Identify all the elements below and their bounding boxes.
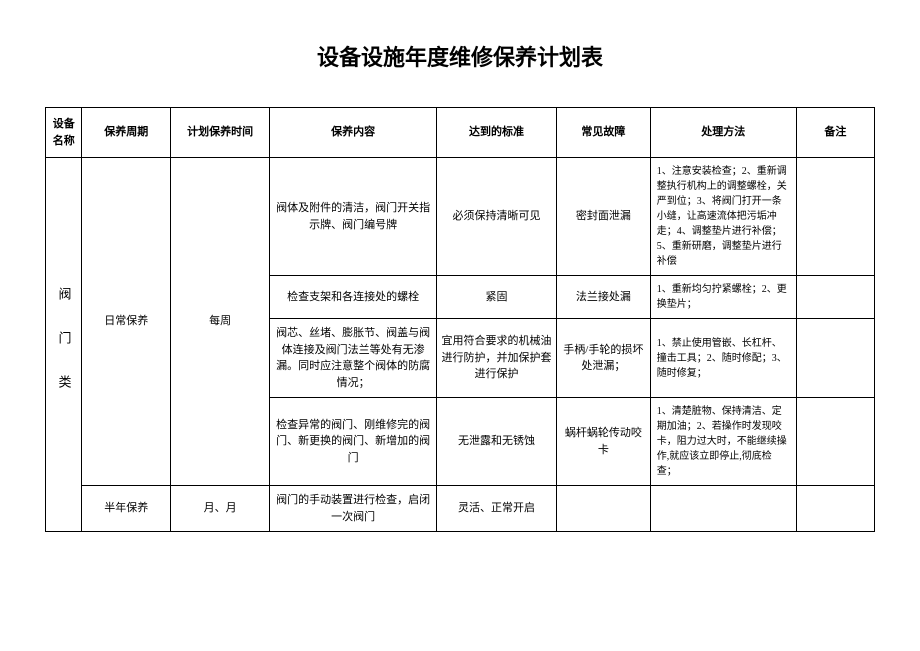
cell-content: 检查支架和各连接处的螺栓 bbox=[270, 276, 437, 319]
cell-standard: 宜用符合要求的机械油进行防护，并加保护套进行保护 bbox=[437, 319, 557, 398]
cell-fault bbox=[556, 486, 650, 532]
header-remark: 备注 bbox=[796, 108, 874, 158]
cell-standard: 无泄露和无锈蚀 bbox=[437, 398, 557, 486]
cell-cycle-daily: 日常保养 bbox=[82, 158, 171, 486]
cell-method: 1、重新均匀拧紧螺栓；2、更换垫片； bbox=[650, 276, 796, 319]
header-equipment-name: 设备名称 bbox=[46, 108, 82, 158]
cell-method: 1、禁止使用管嵌、长杠杆、撞击工具；2、随时修配；3、随时修复； bbox=[650, 319, 796, 398]
cell-content: 检查异常的阀门、刚维修完的阀门、新更换的阀门、新增加的阀门 bbox=[270, 398, 437, 486]
cell-equipment-name: 阀 门 类 bbox=[46, 158, 82, 532]
cell-cycle-halfyear: 半年保养 bbox=[82, 486, 171, 532]
table-row: 阀 门 类 日常保养 每周 阀体及附件的清洁，阀门开关指示牌、阀门编号牌 必须保… bbox=[46, 158, 875, 276]
cell-remark bbox=[796, 319, 874, 398]
cell-time-month: 月、月 bbox=[171, 486, 270, 532]
table-header-row: 设备名称 保养周期 计划保养时间 保养内容 达到的标准 常见故障 处理方法 备注 bbox=[46, 108, 875, 158]
cell-fault: 法兰接处漏 bbox=[556, 276, 650, 319]
cell-standard: 紧固 bbox=[437, 276, 557, 319]
cell-remark bbox=[796, 398, 874, 486]
cell-method: 1、清楚脏物、保持清洁、定期加油；2、若操作时发现咬卡，阻力过大时，不能继续操作… bbox=[650, 398, 796, 486]
cell-fault: 手柄/手轮的损坏处泄漏； bbox=[556, 319, 650, 398]
cell-remark bbox=[796, 158, 874, 276]
cell-fault: 密封面泄漏 bbox=[556, 158, 650, 276]
cell-time-weekly: 每周 bbox=[171, 158, 270, 486]
header-method: 处理方法 bbox=[650, 108, 796, 158]
cell-remark bbox=[796, 486, 874, 532]
cell-content: 阀门的手动装置进行检查，启闭一次阀门 bbox=[270, 486, 437, 532]
maintenance-table: 设备名称 保养周期 计划保养时间 保养内容 达到的标准 常见故障 处理方法 备注… bbox=[45, 107, 875, 532]
equipment-name-text: 阀 门 类 bbox=[54, 287, 74, 396]
cell-fault: 蜗杆蜗轮传动咬卡 bbox=[556, 398, 650, 486]
cell-standard: 灵活、正常开启 bbox=[437, 486, 557, 532]
cell-remark bbox=[796, 276, 874, 319]
cell-content: 阀芯、丝堵、膨胀节、阀盖与阀体连接及阀门法兰等处有无渗漏。同时应注意整个阀体的防… bbox=[270, 319, 437, 398]
cell-method: 1、注意安装检查；2、重新调整执行机构上的调整螺栓，关严到位；3、将阀门打开一条… bbox=[650, 158, 796, 276]
header-content: 保养内容 bbox=[270, 108, 437, 158]
cell-method bbox=[650, 486, 796, 532]
header-cycle: 保养周期 bbox=[82, 108, 171, 158]
table-row: 半年保养 月、月 阀门的手动装置进行检查，启闭一次阀门 灵活、正常开启 bbox=[46, 486, 875, 532]
cell-standard: 必须保持清晰可见 bbox=[437, 158, 557, 276]
header-fault: 常见故障 bbox=[556, 108, 650, 158]
cell-content: 阀体及附件的清洁，阀门开关指示牌、阀门编号牌 bbox=[270, 158, 437, 276]
page-title: 设备设施年度维修保养计划表 bbox=[45, 40, 875, 72]
header-standard: 达到的标准 bbox=[437, 108, 557, 158]
header-time: 计划保养时间 bbox=[171, 108, 270, 158]
